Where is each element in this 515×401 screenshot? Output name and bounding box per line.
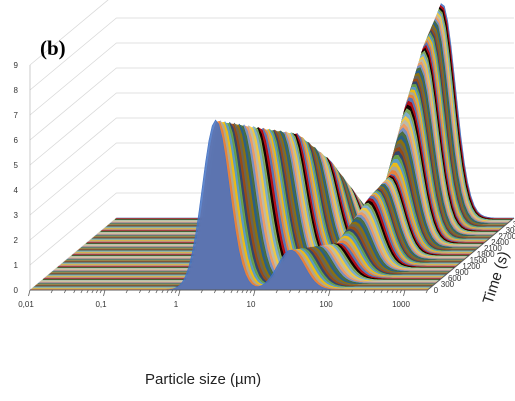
- x-tick: [95, 289, 99, 294]
- gridline: [29, 0, 109, 66]
- x-tick: [320, 289, 324, 294]
- x-tick: [399, 289, 402, 294]
- time-axis-line: [427, 217, 515, 291]
- x-axis: 0,01 0,1 1 10 100 1000: [18, 289, 428, 309]
- gridline: [29, 142, 514, 216]
- x-tick: [155, 289, 158, 294]
- gridline: [29, 42, 514, 116]
- x-tick: [328, 289, 331, 297]
- x-tick: [236, 289, 239, 294]
- grid-walls: [29, 0, 514, 291]
- x-tick: [298, 289, 301, 294]
- time-tick-label: 3000: [506, 226, 515, 235]
- z-tick-label: 4: [14, 186, 19, 195]
- gridline: [29, 67, 514, 141]
- x-tick: [103, 289, 106, 297]
- x-tick: [275, 289, 278, 294]
- x-tick: [380, 289, 383, 294]
- gridline: [29, 17, 514, 91]
- time-tick-label: 2400: [491, 238, 509, 247]
- time-tick-label: 2100: [484, 244, 502, 253]
- time-tick-label: 1800: [477, 250, 495, 259]
- x-tick-label: 0,01: [18, 300, 34, 309]
- x-tick: [50, 289, 53, 294]
- x-tick: [316, 289, 319, 294]
- time-tick-label: 1200: [462, 262, 480, 271]
- x-tick: [305, 289, 308, 294]
- x-tick: [245, 289, 249, 294]
- z-tick-label: 3: [14, 211, 19, 220]
- series-curves: [30, 3, 514, 291]
- x-tick: [166, 289, 169, 294]
- x-tick: [391, 289, 394, 294]
- panel-label: (b): [40, 36, 66, 60]
- time-tick-label: 0: [434, 286, 439, 295]
- z-tick-label: 2: [14, 236, 19, 245]
- x-tick: [174, 289, 177, 294]
- x-tick: [148, 289, 151, 294]
- time-tick-label: 600: [448, 274, 462, 283]
- x-tick-label: 1: [174, 300, 179, 309]
- z-tick-label: 7: [14, 111, 19, 120]
- x-tick: [249, 289, 252, 294]
- z-tick-label: 0: [14, 286, 19, 295]
- x-tick: [170, 289, 174, 294]
- x-tick: [350, 289, 353, 294]
- z-tick-label: 5: [14, 161, 19, 170]
- gridline: [29, 167, 514, 241]
- x-tick: [253, 289, 256, 297]
- time-tick-label: 3300: [513, 220, 515, 229]
- x-tick: [363, 289, 367, 294]
- gridline: [29, 117, 514, 191]
- x-tick: [311, 289, 314, 294]
- x-tick: [403, 289, 406, 297]
- time-tick-label: 900: [455, 268, 469, 277]
- x-tick: [386, 289, 389, 294]
- x-tick: [125, 289, 128, 294]
- time-tick-label: 1500: [470, 256, 488, 265]
- x-tick: [200, 289, 203, 294]
- z-tick-label: 9: [14, 61, 19, 70]
- x-tick: [138, 289, 142, 294]
- x-tick: [91, 289, 94, 294]
- x-tick: [395, 289, 399, 294]
- x-tick: [373, 289, 376, 294]
- x-tick: [288, 289, 292, 294]
- gridline: [29, 92, 514, 166]
- z-axis-ticks: 0 1 2 3 4 5 6 7 8 9: [14, 61, 19, 295]
- x-tick-label: 10: [247, 300, 256, 309]
- x-tick: [230, 289, 233, 294]
- time-tick-label: 2700: [498, 232, 515, 241]
- x-tick: [86, 289, 89, 294]
- x-tick: [324, 289, 327, 294]
- x-axis-label: Particle size (µm): [145, 371, 261, 388]
- x-tick: [73, 289, 76, 294]
- time-axis-ticks: 0300600900120015001800210024002700300033…: [427, 217, 515, 295]
- z-tick-label: 1: [14, 261, 19, 270]
- time-tick-label: 300: [441, 280, 455, 289]
- x-tick-label: 1000: [392, 300, 410, 309]
- z-tick-label: 8: [14, 86, 19, 95]
- z-tick-label: 6: [14, 136, 19, 145]
- x-tick: [80, 289, 83, 294]
- x-tick: [213, 289, 217, 294]
- x-tick: [425, 289, 428, 294]
- x-tick: [28, 289, 31, 297]
- x-tick: [241, 289, 244, 294]
- x-tick: [99, 289, 102, 294]
- x-tick-label: 100: [319, 300, 333, 309]
- x-tick-label: 0,1: [95, 300, 107, 309]
- x-tick: [161, 289, 164, 294]
- x-tick: [63, 289, 67, 294]
- x-tick: [223, 289, 226, 294]
- x-tick: [178, 289, 181, 297]
